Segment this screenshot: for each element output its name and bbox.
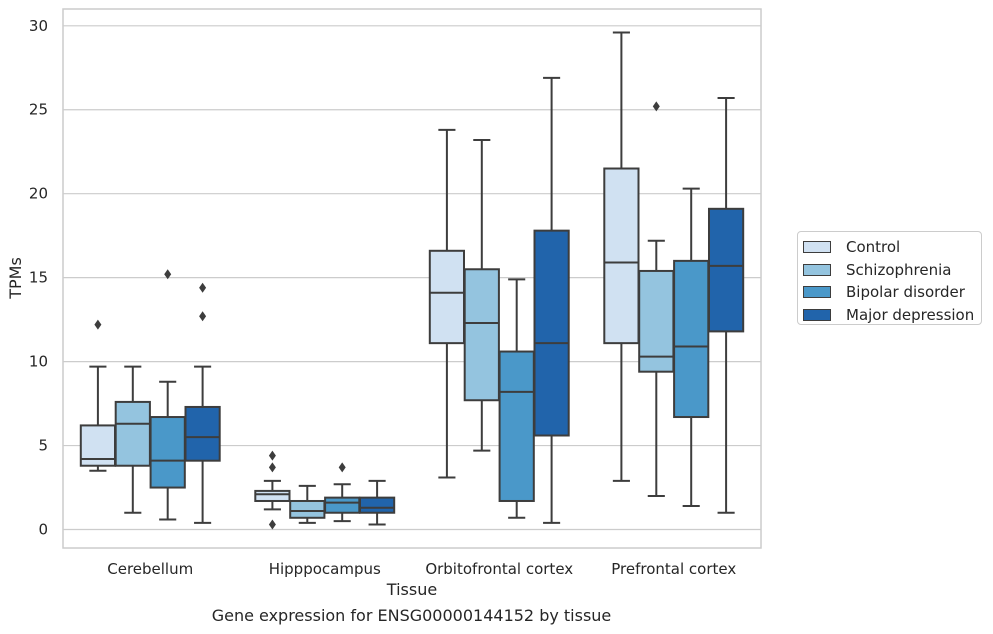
x-tick-label: Orbitofrontal cortex bbox=[425, 560, 573, 578]
box bbox=[707, 207, 745, 333]
series-major-depression bbox=[184, 76, 745, 526]
x-tick-label: Hipppocampus bbox=[269, 560, 381, 578]
box bbox=[673, 259, 710, 419]
legend-swatch bbox=[803, 308, 831, 321]
box bbox=[533, 229, 570, 437]
box bbox=[114, 400, 151, 467]
legend-swatch bbox=[803, 286, 831, 299]
y-tick-label: 20 bbox=[29, 185, 48, 203]
outlier-point bbox=[652, 101, 660, 112]
outlier-point bbox=[268, 462, 276, 473]
y-tick-labels: 0 5 10 15 20 25 30 bbox=[29, 17, 48, 539]
outlier-point bbox=[199, 282, 207, 293]
chart-caption: Gene expression for ENSG00000144152 by t… bbox=[211, 606, 612, 625]
x-axis-title: Tissue bbox=[386, 580, 437, 599]
legend-label: Bipolar disorder bbox=[846, 283, 965, 302]
x-tick-labels: Cerebellum Hipppocampus Orbitofrontal cort… bbox=[107, 560, 736, 578]
y-tick-label: 30 bbox=[29, 17, 48, 35]
outlier-point bbox=[94, 319, 102, 330]
box bbox=[149, 416, 186, 489]
legend-item: Bipolar disorder bbox=[803, 281, 981, 304]
box bbox=[289, 499, 326, 519]
y-tick-label: 0 bbox=[38, 521, 48, 539]
legend-label: Control bbox=[846, 238, 901, 257]
box bbox=[498, 350, 535, 502]
box bbox=[184, 405, 221, 462]
legend-label: Schizophrenia bbox=[846, 260, 952, 279]
box bbox=[603, 167, 640, 345]
box-series bbox=[79, 31, 745, 530]
y-tick-label: 25 bbox=[29, 101, 48, 119]
box bbox=[428, 249, 466, 345]
outlier-point bbox=[164, 269, 172, 280]
series-schizophrenia bbox=[114, 101, 675, 524]
legend-swatch bbox=[803, 241, 831, 254]
legend-label: Major depression bbox=[846, 305, 975, 324]
legend-swatch bbox=[803, 263, 831, 276]
y-tick-label: 15 bbox=[29, 269, 48, 287]
outlier-point bbox=[268, 450, 276, 461]
box bbox=[358, 496, 396, 514]
legend-item: Schizophrenia bbox=[803, 259, 981, 282]
y-axis-title: TPMs bbox=[6, 257, 25, 300]
legend-item: Control bbox=[803, 236, 981, 259]
outlier-point bbox=[268, 519, 276, 530]
outlier-point bbox=[338, 462, 346, 473]
legend-item: Major depression bbox=[803, 304, 981, 327]
box bbox=[254, 489, 291, 502]
y-tick-label: 10 bbox=[29, 353, 48, 371]
box bbox=[463, 268, 500, 402]
box bbox=[324, 496, 361, 514]
outlier-point bbox=[199, 311, 207, 322]
legend: Control Schizophrenia Bipolar disorder Majo… bbox=[797, 231, 982, 325]
y-tick-label: 5 bbox=[38, 437, 48, 455]
box bbox=[638, 269, 675, 373]
series-bipolar-disorder bbox=[149, 187, 710, 523]
x-tick-label: Prefrontal cortex bbox=[611, 560, 736, 578]
x-tick-label: Cerebellum bbox=[107, 560, 193, 578]
